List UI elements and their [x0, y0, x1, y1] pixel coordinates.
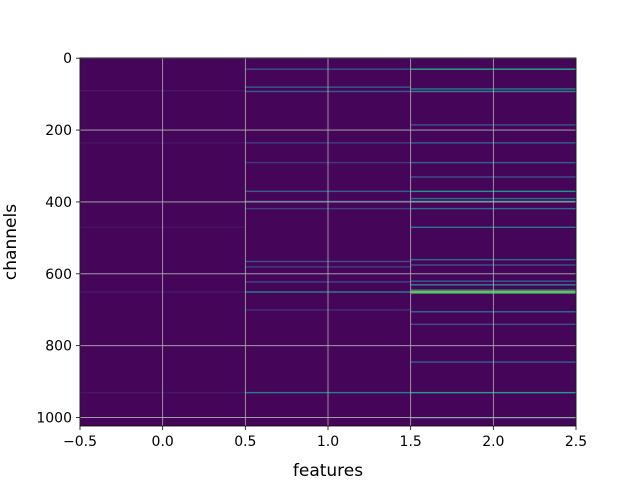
x-tick-label: 1.5 — [400, 434, 422, 450]
y-tick-label: 0 — [63, 51, 72, 67]
x-tick-label: 2.0 — [482, 434, 504, 450]
y-tick-label: 400 — [45, 195, 72, 211]
y-axis-label: channels — [1, 204, 21, 280]
x-axis: −0.5 0.0 0.5 1.0 1.5 2.0 2.5 — [63, 426, 587, 450]
x-tick-label: 0.0 — [152, 434, 174, 450]
y-tick-label: 600 — [45, 267, 72, 283]
x-tick-label: −0.5 — [63, 434, 97, 450]
y-tick-label: 800 — [45, 339, 72, 355]
x-tick-label: 2.5 — [565, 434, 587, 450]
y-tick-label: 200 — [45, 123, 72, 139]
y-axis: 0 200 400 600 800 1000 — [36, 51, 80, 427]
x-tick-label: 0.5 — [234, 434, 256, 450]
x-axis-label: features — [293, 461, 363, 480]
x-tick-label: 1.0 — [317, 434, 339, 450]
y-tick-label: 1000 — [36, 411, 72, 427]
